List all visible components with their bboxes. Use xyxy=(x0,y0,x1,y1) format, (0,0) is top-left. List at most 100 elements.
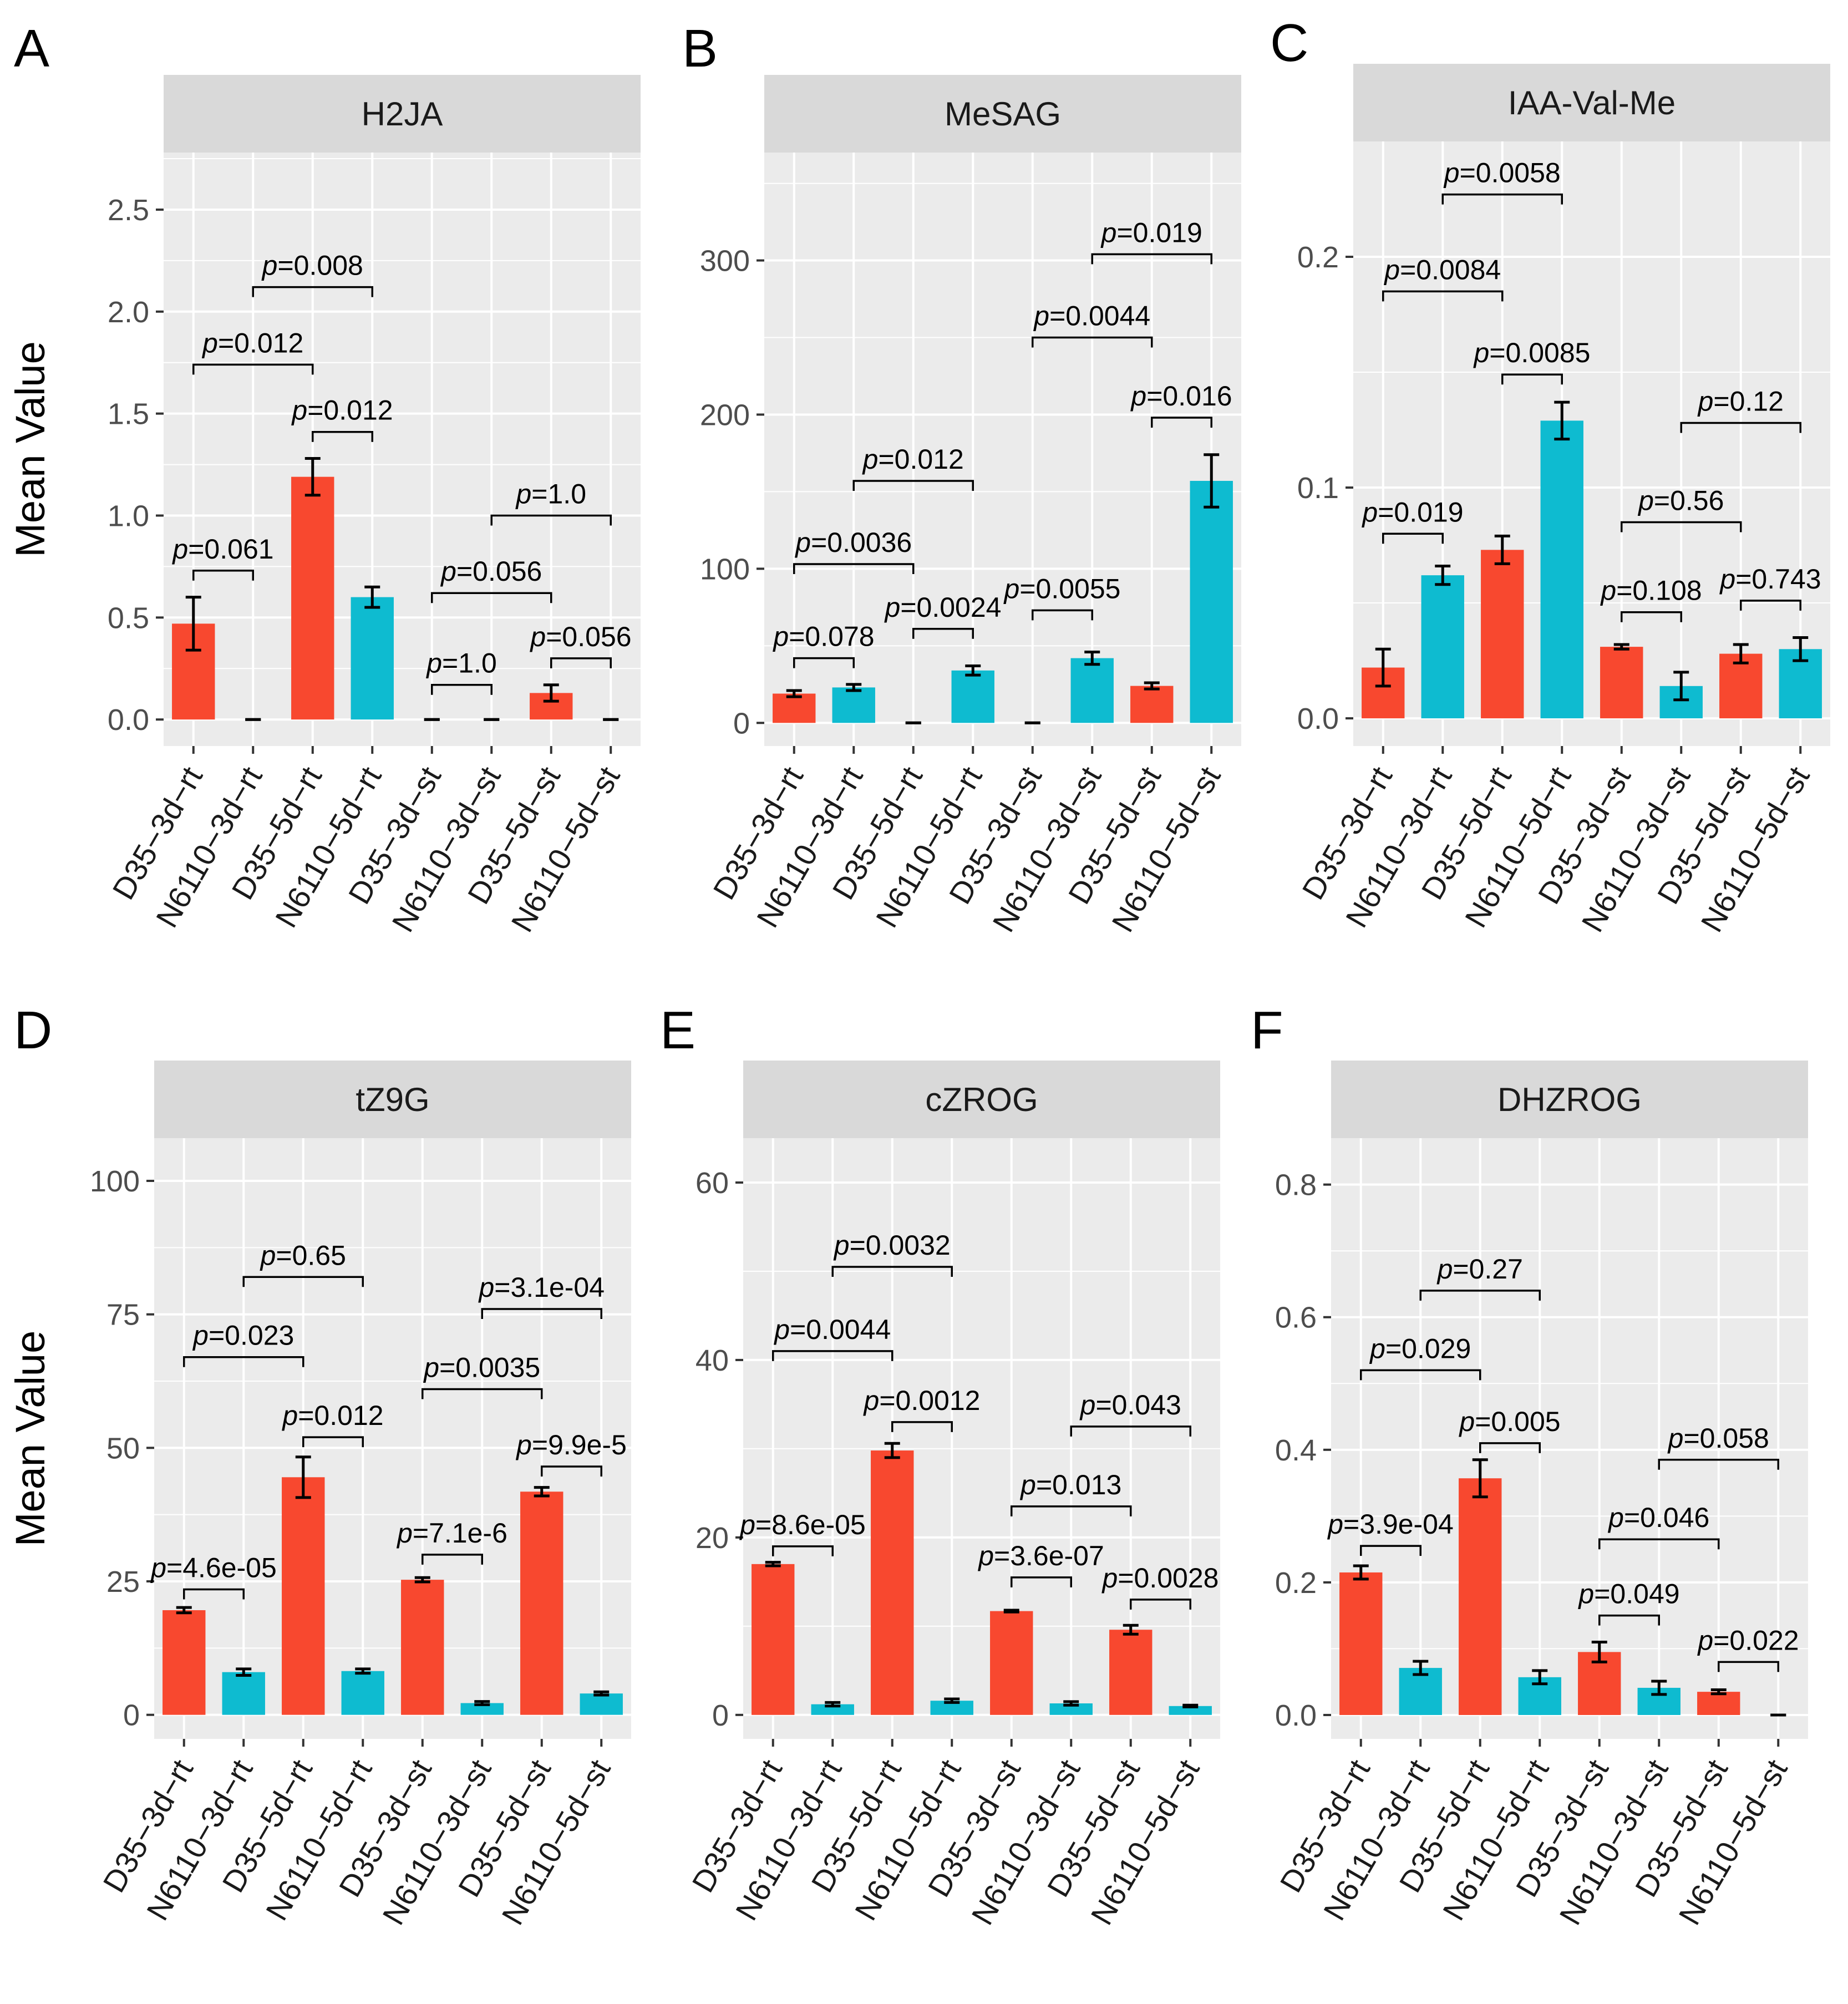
p-value-label: p=0.022 xyxy=(1697,1625,1799,1656)
significance-bracket xyxy=(1091,253,1212,265)
y-tick-label: 25 xyxy=(106,1565,140,1599)
significance-bracket xyxy=(1658,1459,1779,1470)
p-value-label: p=0.27 xyxy=(1436,1254,1523,1285)
significance-bracket xyxy=(1360,1545,1421,1556)
p-value-label: p=0.0084 xyxy=(1383,254,1501,285)
facet-strip xyxy=(743,1061,1220,1138)
significance-bracket xyxy=(1032,336,1153,348)
y-tick-label: 0.4 xyxy=(1275,1434,1317,1467)
facet-title: tZ9G xyxy=(356,1081,429,1118)
y-tick-label: 1.0 xyxy=(108,500,149,533)
y-tick-label: 60 xyxy=(695,1166,729,1200)
significance-bracket xyxy=(431,592,552,603)
p-value-label: p=0.108 xyxy=(1600,575,1702,606)
bar xyxy=(341,1671,384,1715)
bar xyxy=(1421,575,1464,719)
significance-bracket xyxy=(1360,1369,1481,1381)
bar xyxy=(291,476,334,720)
p-value-label: p=0.0024 xyxy=(884,592,1002,623)
panel-e: EcZROG0204060D35−3d−rtN6110−3d−rtD35−5d−… xyxy=(660,1001,1220,1931)
p-value-label: p=0.043 xyxy=(1079,1389,1181,1420)
significance-bracket xyxy=(831,1266,953,1277)
y-tick-label: 0.2 xyxy=(1297,241,1339,274)
significance-bracket xyxy=(1501,373,1563,385)
y-tick-label: 0.1 xyxy=(1297,471,1339,505)
bar xyxy=(773,693,816,723)
bar xyxy=(222,1672,265,1715)
significance-bracket xyxy=(431,683,493,695)
p-value-label: p=0.012 xyxy=(281,1400,383,1431)
significance-bracket xyxy=(1130,1599,1191,1610)
p-value-label: p=0.012 xyxy=(201,327,303,358)
significance-bracket xyxy=(481,1308,602,1320)
y-tick-label: 0 xyxy=(733,707,750,740)
p-value-label: p=0.061 xyxy=(171,534,273,565)
plot-background xyxy=(764,153,1241,746)
bar xyxy=(520,1491,563,1715)
y-tick-label: 0.0 xyxy=(1297,702,1339,735)
facet-strip xyxy=(1353,64,1830,141)
significance-bracket xyxy=(793,563,915,575)
facet-title: DHZROG xyxy=(1497,1081,1642,1118)
y-tick-label: 0.2 xyxy=(1275,1566,1317,1600)
bar xyxy=(1459,1478,1502,1715)
facet-strip xyxy=(1331,1061,1808,1138)
p-value-label: p=1.0 xyxy=(515,479,586,510)
y-tick-label: 0 xyxy=(712,1699,729,1732)
y-tick-label: 0 xyxy=(123,1699,140,1732)
bar xyxy=(163,1610,206,1715)
p-value-label: p=0.046 xyxy=(1607,1502,1709,1533)
y-axis-title: Mean Value xyxy=(7,1331,53,1546)
significance-bracket xyxy=(852,480,974,491)
significance-bracket xyxy=(1718,1661,1779,1672)
panel-letter: F xyxy=(1251,1001,1283,1060)
p-value-label: p=3.6e-07 xyxy=(977,1540,1104,1571)
y-tick-label: 2.5 xyxy=(108,194,149,227)
p-value-label: p=0.049 xyxy=(1577,1579,1679,1610)
facet-strip xyxy=(154,1061,631,1138)
significance-bracket xyxy=(1598,1614,1660,1626)
panel-letter: A xyxy=(14,19,49,78)
bar xyxy=(1049,1703,1093,1715)
significance-bracket xyxy=(550,657,612,668)
significance-bracket xyxy=(912,628,974,639)
significance-bracket xyxy=(1382,290,1504,302)
bar xyxy=(1481,550,1524,719)
bar xyxy=(1540,420,1583,719)
p-value-label: p=8.6e-05 xyxy=(739,1509,866,1540)
p-value-label: p=0.016 xyxy=(1130,380,1232,412)
significance-bracket xyxy=(302,1436,364,1448)
facet-title: cZROG xyxy=(925,1081,1038,1118)
significance-bracket xyxy=(1011,1576,1072,1587)
p-value-label: p=0.65 xyxy=(260,1240,346,1271)
bar xyxy=(752,1564,795,1715)
y-tick-label: 75 xyxy=(106,1298,140,1332)
bar xyxy=(990,1611,1033,1715)
significance-bracket xyxy=(541,1465,602,1477)
y-tick-label: 20 xyxy=(695,1521,729,1555)
panel-letter: B xyxy=(682,19,718,78)
bar xyxy=(460,1703,504,1715)
y-tick-label: 0.8 xyxy=(1275,1169,1317,1202)
significance-bracket xyxy=(1151,417,1212,428)
y-tick-label: 50 xyxy=(106,1432,140,1465)
significance-bracket xyxy=(1479,1442,1541,1453)
significance-bracket xyxy=(422,1554,483,1565)
bar xyxy=(351,597,394,720)
bar xyxy=(1109,1630,1153,1715)
p-value-label: p=0.0032 xyxy=(833,1230,951,1261)
facet-title: MeSAG xyxy=(945,95,1061,133)
p-value-label: p=0.008 xyxy=(261,250,363,281)
significance-bracket xyxy=(1011,1505,1132,1516)
p-value-label: p=3.1e-04 xyxy=(478,1272,605,1303)
significance-bracket xyxy=(1621,611,1682,622)
p-value-label: p=7.1e-6 xyxy=(396,1518,507,1549)
p-value-label: p=0.56 xyxy=(1637,485,1724,516)
p-value-label: p=0.012 xyxy=(862,444,964,475)
p-value-label: p=0.0055 xyxy=(1003,573,1121,604)
significance-bracket xyxy=(1598,1538,1720,1550)
facet-strip xyxy=(164,75,641,153)
p-value-label: p=0.12 xyxy=(1697,386,1784,417)
bar xyxy=(580,1693,623,1715)
